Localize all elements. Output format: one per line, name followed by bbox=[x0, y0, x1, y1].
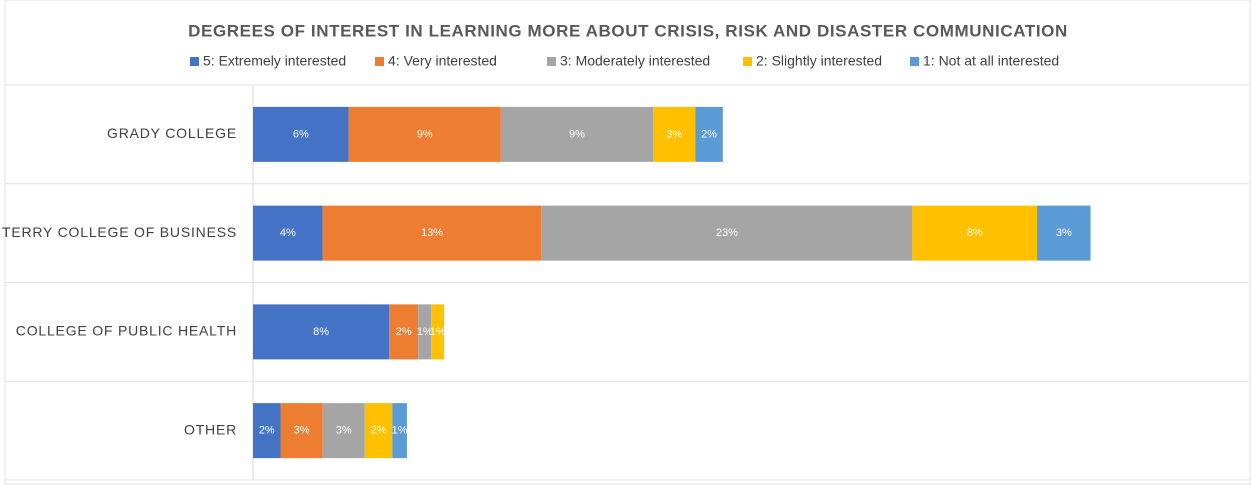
bar-segment bbox=[695, 106, 723, 162]
category-label: TERRY COLLEGE OF BUSINESS bbox=[2, 224, 237, 240]
value-label: 1% bbox=[417, 326, 433, 338]
bar-segment bbox=[392, 403, 407, 459]
value-label: 1% bbox=[392, 425, 408, 437]
bar-segment bbox=[1037, 205, 1091, 261]
legend-label: 4: Very interested bbox=[388, 53, 497, 69]
bar-segment bbox=[253, 205, 323, 261]
value-label: 6% bbox=[293, 128, 309, 140]
bar-segment bbox=[253, 106, 349, 162]
category-label: OTHER bbox=[184, 421, 237, 437]
chart-title: DEGREES OF INTEREST IN LEARNING MORE ABO… bbox=[188, 21, 1068, 40]
bar-segment bbox=[431, 304, 445, 360]
legend-label: 3: Moderately interested bbox=[560, 53, 710, 69]
bar-segment bbox=[653, 106, 696, 162]
legend-swatch bbox=[375, 57, 384, 66]
value-label: 3% bbox=[336, 425, 352, 437]
value-label: 2% bbox=[259, 425, 275, 437]
bar-segment bbox=[418, 304, 432, 360]
bar-segment bbox=[322, 403, 365, 459]
value-label: 8% bbox=[967, 227, 983, 239]
value-label: 4% bbox=[280, 227, 296, 239]
value-label: 13% bbox=[421, 227, 443, 239]
bar-segment bbox=[253, 403, 281, 459]
legend-swatch bbox=[547, 57, 556, 66]
legend-label: 1: Not at all interested bbox=[923, 53, 1059, 69]
value-label: 3% bbox=[294, 425, 310, 437]
bar-segment bbox=[322, 205, 542, 261]
bar-segment bbox=[912, 205, 1038, 261]
category-label: GRADY COLLEGE bbox=[107, 125, 237, 141]
legend-swatch bbox=[190, 57, 199, 66]
bar-segment bbox=[348, 106, 501, 162]
value-label: 3% bbox=[666, 128, 682, 140]
value-label: 9% bbox=[569, 128, 585, 140]
bar-segment bbox=[253, 304, 390, 360]
legend-label: 2: Slightly interested bbox=[756, 53, 882, 69]
bar-segment bbox=[364, 403, 393, 459]
legend-swatch bbox=[910, 57, 919, 66]
value-label: 2% bbox=[371, 425, 387, 437]
value-label: 9% bbox=[417, 128, 433, 140]
value-label: 2% bbox=[701, 128, 717, 140]
value-label: 3% bbox=[1056, 227, 1072, 239]
value-label: 23% bbox=[716, 227, 738, 239]
legend-swatch bbox=[743, 57, 752, 66]
bar-segment bbox=[389, 304, 419, 360]
value-label: 2% bbox=[396, 326, 412, 338]
value-label: 8% bbox=[313, 326, 329, 338]
value-label: 1% bbox=[430, 326, 446, 338]
bar-segment bbox=[541, 205, 913, 261]
bar-segment bbox=[280, 403, 323, 459]
bar-segment bbox=[500, 106, 654, 162]
category-label: COLLEGE OF PUBLIC HEALTH bbox=[16, 323, 237, 339]
legend-label: 5: Extremely interested bbox=[203, 53, 346, 69]
